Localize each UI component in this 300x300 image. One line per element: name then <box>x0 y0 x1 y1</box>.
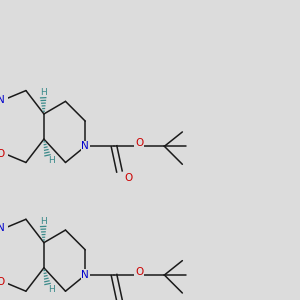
Text: N: N <box>0 223 4 233</box>
Text: O: O <box>135 267 143 277</box>
Text: O: O <box>124 173 132 183</box>
Text: H: H <box>49 156 55 165</box>
Text: N: N <box>81 141 89 151</box>
Text: O: O <box>0 148 5 158</box>
Text: O: O <box>0 277 5 287</box>
Text: H: H <box>40 88 46 97</box>
Text: H: H <box>49 285 55 294</box>
Text: H: H <box>40 217 46 226</box>
Text: N: N <box>81 270 89 280</box>
Text: N: N <box>0 94 4 105</box>
Text: O: O <box>135 139 143 148</box>
